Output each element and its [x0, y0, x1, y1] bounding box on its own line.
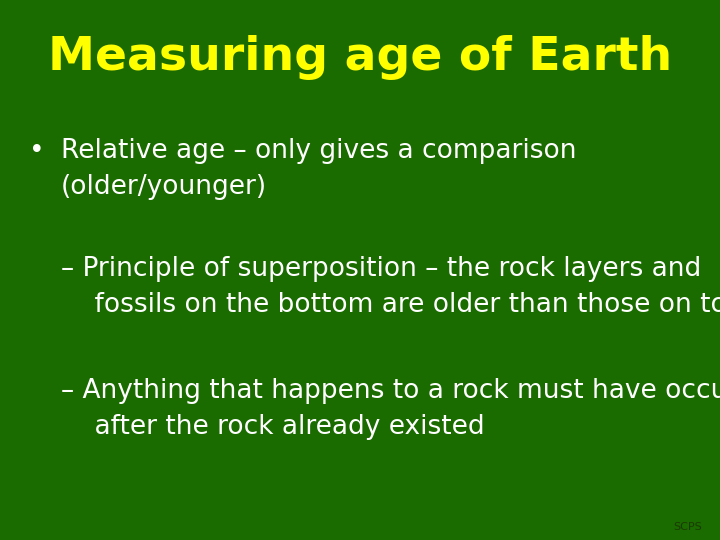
- Text: Relative age – only gives a comparison
(older/younger): Relative age – only gives a comparison (…: [61, 138, 577, 200]
- Text: SCPS: SCPS: [673, 522, 702, 532]
- Text: •: •: [29, 138, 45, 164]
- Text: Measuring age of Earth: Measuring age of Earth: [48, 35, 672, 80]
- Text: – Anything that happens to a rock must have occurred
    after the rock already : – Anything that happens to a rock must h…: [61, 378, 720, 440]
- Text: – Principle of superposition – the rock layers and
    fossils on the bottom are: – Principle of superposition – the rock …: [61, 256, 720, 319]
